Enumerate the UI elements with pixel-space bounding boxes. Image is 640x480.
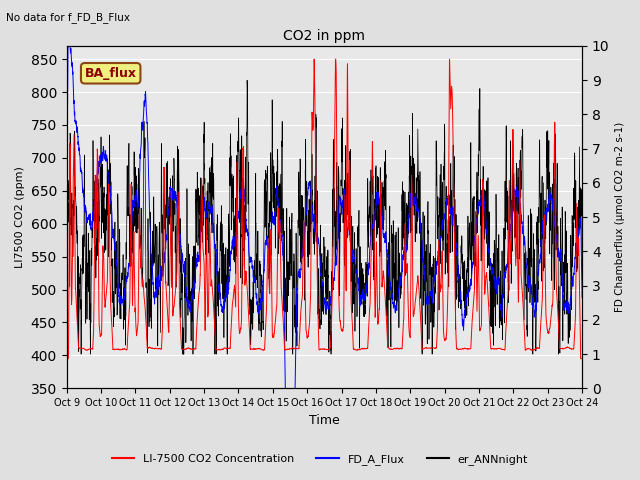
er_ANNnight: [529, 231, 537, 237]
Y-axis label: LI7500 CO2 (ppm): LI7500 CO2 (ppm): [15, 166, 25, 268]
er_ANNnight: [173, 168, 181, 174]
er_ANNnight: [207, 196, 214, 202]
LI-7500 CO2 Concentration: [173, 256, 181, 262]
FD_A_Flux: [65, 26, 73, 32]
X-axis label: Time: Time: [309, 414, 340, 427]
er_ANNnight: [243, 77, 251, 83]
er_ANNnight: [578, 222, 586, 228]
Line: er_ANNnight: er_ANNnight: [67, 80, 582, 354]
FD_A_Flux: [63, 220, 70, 226]
er_ANNnight: [375, 210, 383, 216]
FD_A_Flux: [579, 295, 586, 300]
FD_A_Flux: [282, 420, 290, 425]
FD_A_Flux: [173, 208, 181, 214]
Text: BA_flux: BA_flux: [84, 67, 137, 80]
FD_A_Flux: [375, 192, 383, 198]
er_ANNnight: [63, 177, 70, 182]
FD_A_Flux: [578, 287, 586, 292]
Title: CO2 in ppm: CO2 in ppm: [284, 29, 365, 43]
Legend: LI-7500 CO2 Concentration, FD_A_Flux, er_ANNnight: LI-7500 CO2 Concentration, FD_A_Flux, er…: [108, 450, 532, 469]
er_ANNnight: [384, 279, 392, 285]
LI-7500 CO2 Concentration: [383, 338, 391, 344]
Text: No data for f_FD_B_Flux: No data for f_FD_B_Flux: [6, 12, 131, 23]
LI-7500 CO2 Concentration: [578, 356, 586, 361]
er_ANNnight: [77, 351, 85, 357]
LI-7500 CO2 Concentration: [579, 356, 586, 361]
FD_A_Flux: [207, 209, 214, 215]
LI-7500 CO2 Concentration: [310, 56, 318, 62]
LI-7500 CO2 Concentration: [63, 356, 70, 361]
Line: LI-7500 CO2 Concentration: LI-7500 CO2 Concentration: [67, 59, 582, 359]
LI-7500 CO2 Concentration: [374, 318, 382, 324]
Y-axis label: FD Chamberflux (μmol CO2 m-2 s-1): FD Chamberflux (μmol CO2 m-2 s-1): [615, 122, 625, 312]
Line: FD_A_Flux: FD_A_Flux: [67, 29, 582, 422]
FD_A_Flux: [384, 254, 392, 260]
er_ANNnight: [579, 251, 586, 257]
LI-7500 CO2 Concentration: [529, 347, 537, 353]
LI-7500 CO2 Concentration: [207, 262, 214, 267]
FD_A_Flux: [529, 294, 537, 300]
